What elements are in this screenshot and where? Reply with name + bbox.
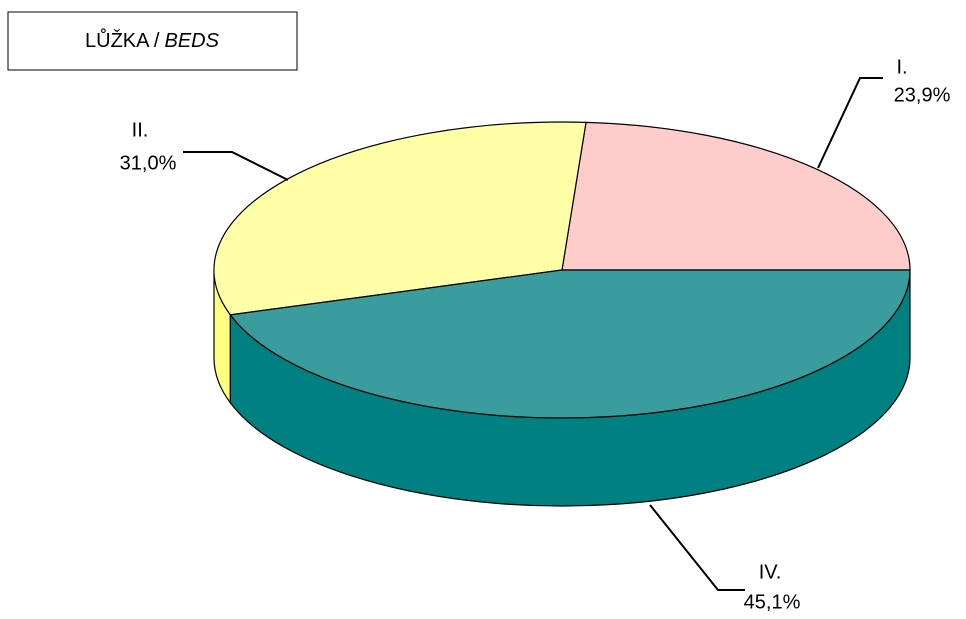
slice-value-label: 23,9% [894, 84, 951, 106]
leader-line [183, 151, 289, 181]
slice [213, 121, 587, 316]
slice-value-label: 45,1% [744, 591, 801, 613]
chart-title: LŮŽKA / BEDS [85, 28, 220, 52]
slice [561, 121, 911, 271]
leader-line [817, 77, 883, 169]
slice-value-label: 31,0% [120, 152, 177, 174]
slice-label: II. [132, 119, 149, 141]
title-box [7, 11, 298, 71]
slice-label: I. [896, 56, 907, 78]
title-italic: BEDS [165, 30, 220, 52]
title-main: LŮŽKA / [85, 28, 160, 52]
leader-line [649, 504, 745, 591]
pie [213, 121, 911, 507]
slice-label: IV. [759, 561, 782, 583]
slice [229, 269, 911, 419]
